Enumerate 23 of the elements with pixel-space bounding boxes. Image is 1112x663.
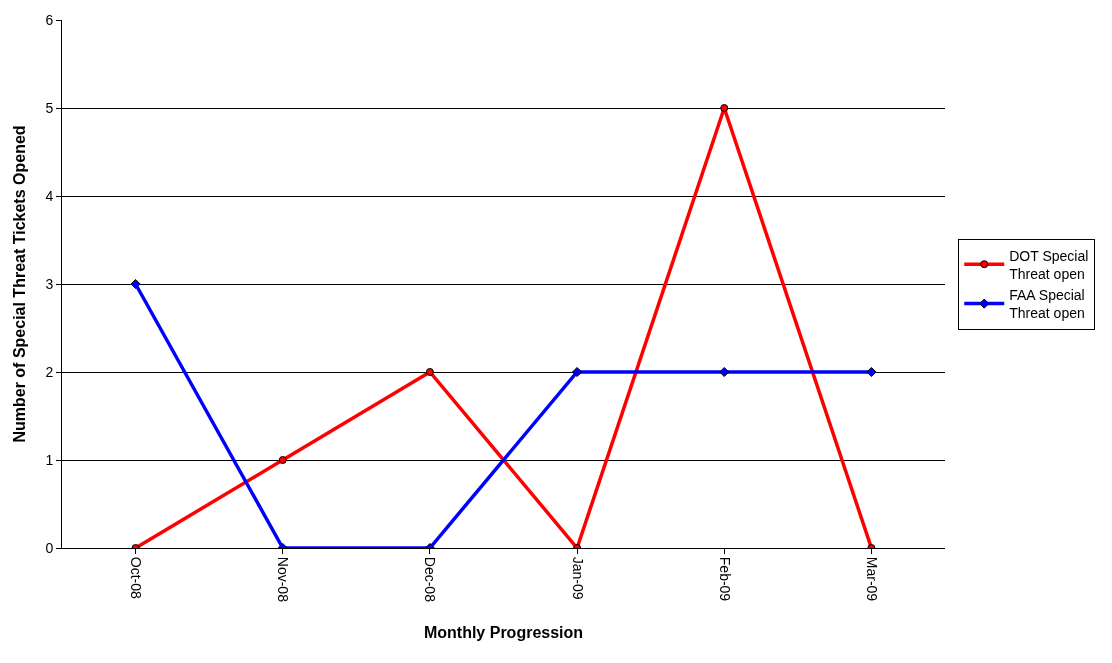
y-tick-label: 5 [45,99,54,116]
x-tick-label: Oct-08 [128,556,145,600]
x-axis-title: Monthly Progression [423,623,584,641]
point [425,368,434,376]
y-tick-label: 3 [45,275,54,292]
point [572,366,583,378]
x-tick-label: Mar-09 [863,556,880,602]
x-tick-label: Feb-09 [716,556,733,602]
x-tick-label: Dec-08 [422,556,439,603]
y-axis-title: Number of Special Threat Tickets Opened [11,125,29,443]
x-tick-label: Jan-09 [569,556,586,600]
point [866,366,877,378]
y-tick-label: 1 [45,451,54,468]
y-tick-label: 0 [45,539,54,556]
legend-label: DOT Special Threat open [1009,247,1089,282]
y-tick-label: 6 [45,11,54,28]
x-tick-label: Nov-08 [275,556,292,603]
point [130,278,141,290]
point [719,366,730,378]
y-tick-label: 2 [45,363,54,380]
y-tick-label: 4 [45,187,54,204]
legend-label: FAA Special Threat open [1009,286,1085,322]
point [278,456,287,464]
